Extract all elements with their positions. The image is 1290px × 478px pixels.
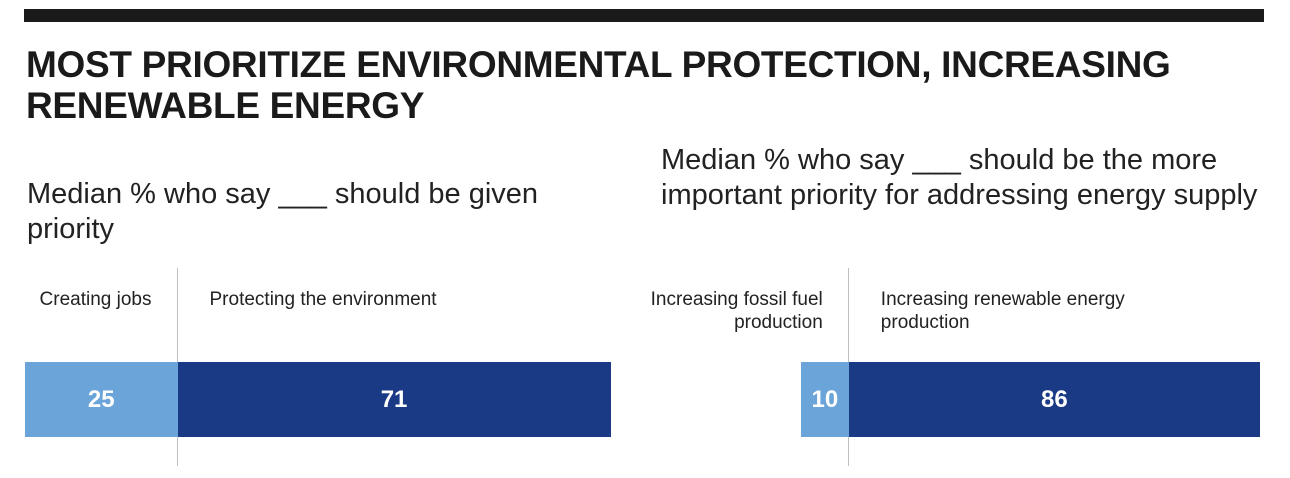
data-label-protecting-environment: 71 (380, 385, 408, 413)
left-category-label-protecting-environment: Protecting the environment (209, 289, 437, 310)
right-category-label-fossil-fuel: Increasing fossil fuel production (650, 289, 823, 333)
bar-segment-fossil-fuel: 10 (801, 362, 849, 437)
bar-segment-renewable-energy: 86 (848, 362, 1260, 437)
top-rule (24, 9, 1264, 22)
data-label-fossil-fuel: 10 (811, 385, 839, 413)
left-category-label-creating-jobs: Creating jobs (39, 289, 152, 310)
data-label-creating-jobs: 25 (87, 385, 115, 413)
data-label-renewable-energy: 86 (1040, 385, 1068, 413)
bar-segment-protecting-environment: 71 (177, 362, 611, 437)
right-chart-subtitle: Median % who say ___ should be the more … (661, 144, 1258, 211)
chart-title: MOST PRIORITIZE ENVIRONMENTAL PROTECTION… (26, 44, 1171, 126)
right-category-label-renewable-energy: Increasing renewable energy production (880, 289, 1125, 333)
left-chart-subtitle: Median % who say ___ should be given pri… (27, 178, 539, 245)
bar-segment-creating-jobs: 25 (25, 362, 178, 437)
